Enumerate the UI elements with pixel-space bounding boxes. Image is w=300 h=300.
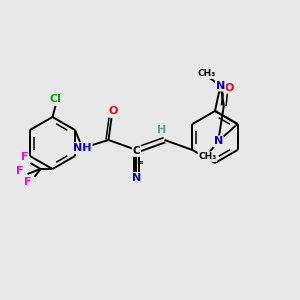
Text: O: O (224, 83, 233, 93)
Text: NH: NH (73, 143, 92, 153)
Text: N: N (216, 81, 225, 91)
Text: CH₃: CH₃ (197, 69, 216, 78)
Text: F: F (21, 152, 28, 162)
Text: N: N (214, 136, 223, 146)
Text: H: H (157, 125, 166, 135)
Text: Cl: Cl (50, 94, 61, 104)
Text: F: F (24, 177, 31, 187)
Text: N: N (132, 173, 141, 183)
Text: O: O (109, 106, 118, 116)
Text: C: C (133, 146, 140, 156)
Text: F: F (16, 166, 23, 176)
Text: CH₃: CH₃ (198, 152, 217, 161)
Text: ≡: ≡ (136, 158, 143, 167)
